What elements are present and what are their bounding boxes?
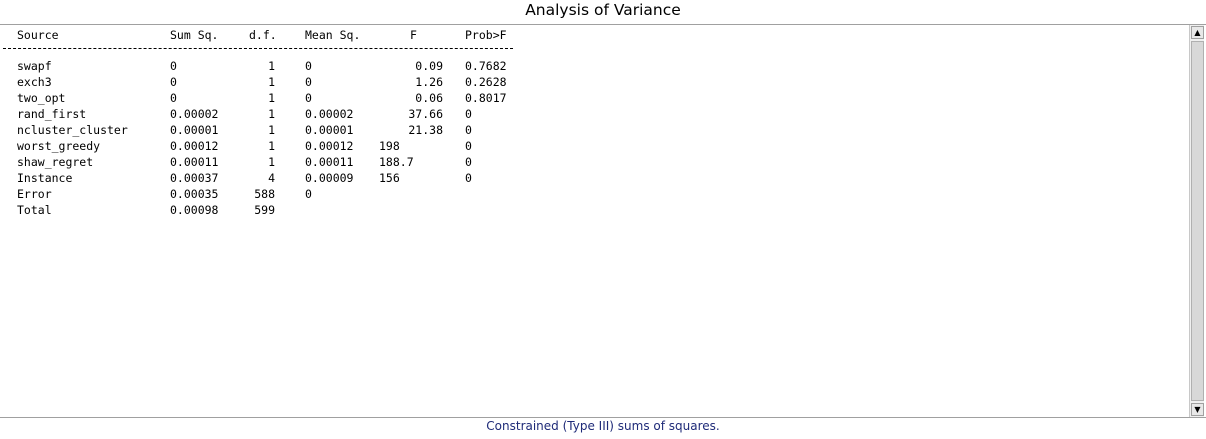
table-row: exch3 0 1 0 1.26 0.2628 — [3, 74, 703, 90]
table-row: ncluster_cluster 0.00001 1 0.00001 21.38 0 — [3, 122, 703, 138]
cell-df: 1 — [268, 75, 275, 89]
cell-source: swapf — [17, 59, 52, 73]
header-df: d.f. — [249, 28, 277, 42]
table-row: worst_greedy 0.00012 1 0.00012 198 0 — [3, 138, 703, 154]
cell-f: 37.66 — [408, 107, 443, 121]
cell-sum-sq: 0.00037 — [170, 171, 219, 185]
cell-source: worst_greedy — [17, 139, 101, 153]
cell-sum-sq: 0.00011 — [170, 155, 219, 169]
cell-mean-sq: 0 — [305, 59, 312, 73]
cell-f: 188.7 — [379, 155, 414, 169]
cell-f: 198 — [379, 139, 400, 153]
cell-sum-sq: 0.00002 — [170, 107, 219, 121]
cell-source: shaw_regret — [17, 155, 94, 169]
table-header: Source Sum Sq. d.f. Mean Sq. F Prob>F — [3, 27, 703, 43]
footer-note: Constrained (Type III) sums of squares. — [486, 419, 720, 433]
cell-mean-sq: 0.00012 — [305, 139, 354, 153]
cell-f: 21.38 — [408, 123, 443, 137]
cell-sum-sq: 0 — [170, 91, 177, 105]
cell-mean-sq: 0.00002 — [305, 107, 354, 121]
cell-df: 599 — [254, 203, 275, 217]
cell-mean-sq: 0 — [305, 91, 312, 105]
table-row: shaw_regret 0.00011 1 0.00011 188.7 0 — [3, 154, 703, 170]
cell-source: rand_first — [17, 107, 87, 121]
cell-mean-sq: 0.00001 — [305, 123, 354, 137]
cell-sum-sq: 0.00001 — [170, 123, 219, 137]
cell-f: 1.26 — [415, 75, 443, 89]
cell-mean-sq: 0.00011 — [305, 155, 354, 169]
cell-prob: 0 — [465, 107, 472, 121]
cell-f: 156 — [379, 171, 400, 185]
table-row: rand_first 0.00002 1 0.00002 37.66 0 — [3, 106, 703, 122]
cell-df: 4 — [268, 171, 275, 185]
cell-mean-sq: 0.00009 — [305, 171, 354, 185]
table-row: Instance 0.00037 4 0.00009 156 0 — [3, 170, 703, 186]
cell-prob: 0 — [465, 155, 472, 169]
cell-f: 0.06 — [415, 91, 443, 105]
header-divider — [3, 48, 513, 49]
scrollbar-thumb[interactable] — [1191, 41, 1204, 401]
vertical-scrollbar[interactable]: ▲ ▼ — [1189, 25, 1204, 417]
cell-source: Error — [17, 187, 52, 201]
cell-sum-sq: 0.00012 — [170, 139, 219, 153]
window-title: Analysis of Variance — [525, 1, 681, 19]
cell-prob: 0 — [465, 171, 472, 185]
cell-mean-sq: 0 — [305, 187, 312, 201]
cell-df: 1 — [268, 155, 275, 169]
cell-sum-sq: 0 — [170, 75, 177, 89]
cell-sum-sq: 0 — [170, 59, 177, 73]
header-sum-sq: Sum Sq. — [170, 28, 219, 42]
cell-sum-sq: 0.00035 — [170, 187, 219, 201]
scroll-up-icon[interactable]: ▲ — [1191, 26, 1204, 39]
cell-prob: 0.2628 — [465, 75, 507, 89]
header-mean-sq: Mean Sq. — [305, 28, 361, 42]
table-row: Total 0.00098 599 — [3, 202, 703, 218]
cell-prob: 0 — [465, 123, 472, 137]
cell-sum-sq: 0.00098 — [170, 203, 219, 217]
table-row: swapf 0 1 0 0.09 0.7682 — [3, 58, 703, 74]
anova-table: Source Sum Sq. d.f. Mean Sq. F Prob>F sw… — [3, 25, 1186, 417]
cell-df: 1 — [268, 139, 275, 153]
cell-prob: 0.8017 — [465, 91, 507, 105]
cell-df: 588 — [254, 187, 275, 201]
cell-df: 1 — [268, 59, 275, 73]
scroll-down-icon[interactable]: ▼ — [1191, 403, 1204, 416]
cell-source: ncluster_cluster — [17, 123, 128, 137]
cell-df: 1 — [268, 91, 275, 105]
cell-df: 1 — [268, 107, 275, 121]
header-source: Source — [17, 28, 59, 42]
table-row: two_opt 0 1 0 0.06 0.8017 — [3, 90, 703, 106]
header-f: F — [410, 28, 417, 42]
cell-source: Instance — [17, 171, 73, 185]
cell-source: two_opt — [17, 91, 66, 105]
cell-source: exch3 — [17, 75, 52, 89]
cell-prob: 0 — [465, 139, 472, 153]
cell-f: 0.09 — [415, 59, 443, 73]
table-row: Error 0.00035 588 0 — [3, 186, 703, 202]
cell-mean-sq: 0 — [305, 75, 312, 89]
header-prob: Prob>F — [465, 28, 507, 42]
cell-prob: 0.7682 — [465, 59, 507, 73]
cell-source: Total — [17, 203, 52, 217]
cell-df: 1 — [268, 123, 275, 137]
anova-panel: Source Sum Sq. d.f. Mean Sq. F Prob>F sw… — [0, 24, 1206, 418]
